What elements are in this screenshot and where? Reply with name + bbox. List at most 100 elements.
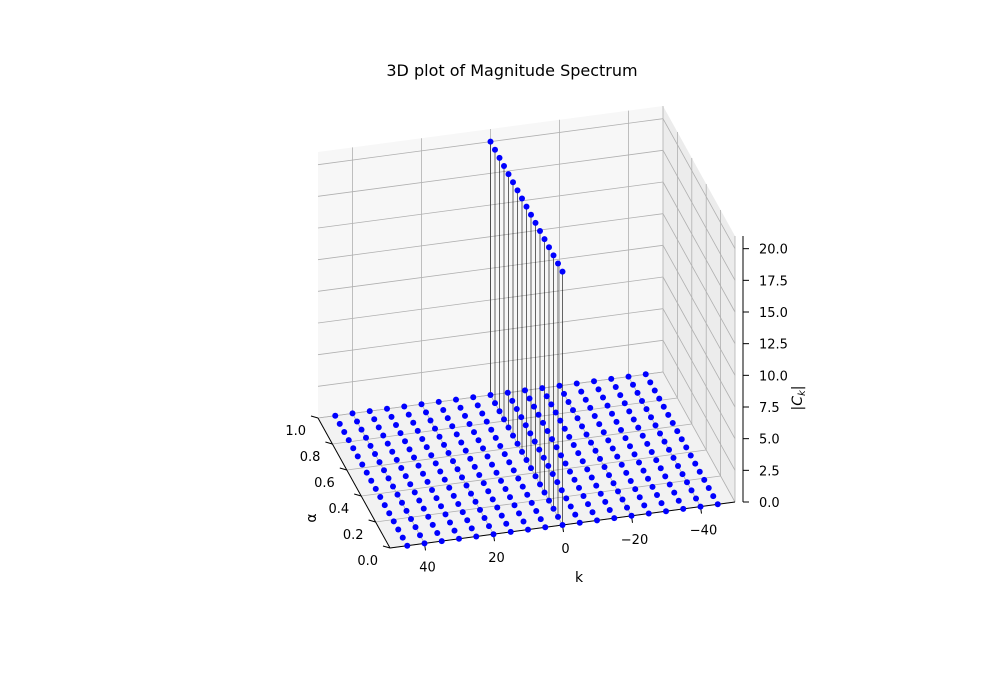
- data-point: [537, 516, 544, 523]
- data-point: [528, 499, 535, 506]
- data-point: [336, 420, 343, 427]
- data-point: [597, 455, 603, 462]
- grid-line-z: [662, 118, 736, 249]
- data-point: [496, 408, 503, 415]
- data-point: [559, 522, 566, 528]
- data-point: [648, 449, 655, 456]
- data-point: [533, 508, 540, 515]
- data-point: [415, 462, 422, 469]
- data-point: [444, 415, 451, 422]
- data-point: [696, 468, 703, 475]
- data-point: [423, 409, 429, 416]
- data-point: [429, 521, 436, 528]
- data-point: [453, 396, 459, 403]
- grid-line-z: [662, 245, 736, 376]
- data-point: [442, 511, 449, 518]
- data-point: [522, 422, 529, 429]
- data-point: [515, 475, 522, 482]
- data-point: [618, 426, 624, 433]
- data-point: [552, 409, 559, 416]
- data-point: [389, 448, 396, 455]
- data-point: [468, 525, 475, 532]
- data-point: [486, 523, 492, 530]
- data-point: [487, 392, 494, 398]
- data-point: [657, 465, 664, 472]
- data-point: [368, 477, 375, 484]
- data-point: [648, 414, 654, 421]
- data-point: [476, 472, 483, 479]
- data-point: [642, 371, 649, 378]
- data-point: [556, 382, 563, 389]
- y-axis-label: α: [304, 513, 320, 522]
- data-point: [614, 453, 621, 460]
- data-point: [510, 432, 516, 439]
- data-point: [687, 452, 694, 459]
- data-point: [536, 446, 543, 453]
- data-point: [593, 482, 600, 489]
- data-point: [418, 401, 425, 408]
- grid-line-z: [662, 213, 736, 344]
- data-point: [666, 446, 672, 453]
- data-point: [507, 494, 513, 501]
- data-point: [402, 473, 409, 480]
- data-point: [518, 414, 525, 421]
- data-point: [663, 508, 669, 515]
- data-point: [440, 407, 447, 414]
- data-point: [608, 375, 615, 382]
- data-point: [549, 436, 555, 443]
- data-point: [645, 510, 652, 517]
- data-point: [479, 410, 486, 417]
- data-point: [532, 473, 539, 480]
- data-point: [516, 510, 522, 517]
- data-point: [445, 449, 452, 456]
- data-point: [578, 388, 585, 395]
- data-point: [522, 387, 528, 394]
- data-point: [463, 482, 470, 489]
- data-point: [565, 399, 572, 406]
- data-point: [588, 439, 594, 446]
- z-tick-label: 5.0: [759, 433, 780, 448]
- data-point: [573, 380, 580, 387]
- grid-line-z: [662, 340, 736, 471]
- data-point: [332, 412, 339, 419]
- data-point: [462, 447, 469, 454]
- data-point: [435, 398, 442, 405]
- data-point: [540, 454, 547, 461]
- data-point: [587, 404, 594, 411]
- data-point: [377, 493, 384, 500]
- data-point: [471, 429, 477, 436]
- data-point: [555, 260, 561, 267]
- data-point: [354, 453, 361, 460]
- data-point: [505, 424, 512, 431]
- data-point: [657, 430, 663, 437]
- data-point: [558, 452, 564, 459]
- data-point: [453, 431, 460, 438]
- data-point: [662, 473, 669, 480]
- data-point: [639, 397, 645, 404]
- data-point: [474, 402, 481, 409]
- alpha-tick-mark: [382, 545, 391, 549]
- data-point: [363, 469, 370, 476]
- data-point: [449, 423, 456, 430]
- data-point: [525, 526, 531, 533]
- data-point: [504, 389, 511, 396]
- data-point: [576, 484, 582, 491]
- data-point: [487, 138, 494, 145]
- data-point: [705, 485, 712, 492]
- data-point: [393, 456, 400, 463]
- data-point: [455, 501, 462, 507]
- data-point: [631, 451, 638, 458]
- data-point: [359, 461, 366, 468]
- data-point: [671, 489, 678, 496]
- data-point: [602, 498, 609, 505]
- z-tick-label: 2.5: [759, 464, 780, 479]
- data-point: [384, 405, 390, 412]
- data-point: [417, 532, 423, 539]
- data-point: [579, 458, 586, 465]
- data-point: [420, 470, 426, 477]
- data-point: [484, 453, 491, 460]
- data-point: [489, 496, 496, 503]
- grid-line-z: [662, 308, 736, 439]
- data-point: [519, 483, 526, 490]
- data-point: [489, 461, 495, 468]
